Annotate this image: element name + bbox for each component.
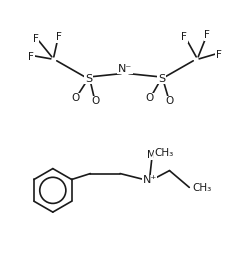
Text: CH₃: CH₃ — [155, 148, 174, 158]
Text: O: O — [72, 93, 80, 103]
Text: S: S — [85, 74, 92, 84]
Text: O: O — [91, 96, 100, 106]
Text: M: M — [147, 150, 156, 160]
Text: N⁺: N⁺ — [142, 176, 157, 185]
Text: N⁻: N⁻ — [118, 64, 132, 74]
Text: O: O — [166, 96, 173, 106]
Text: F: F — [33, 34, 39, 44]
Text: F: F — [204, 30, 210, 40]
Text: F: F — [216, 50, 222, 60]
Text: F: F — [56, 32, 62, 42]
Text: F: F — [182, 32, 187, 42]
Text: F: F — [28, 52, 34, 62]
Text: S: S — [158, 74, 165, 84]
Text: O: O — [146, 93, 154, 103]
Text: CH₃: CH₃ — [192, 183, 212, 193]
